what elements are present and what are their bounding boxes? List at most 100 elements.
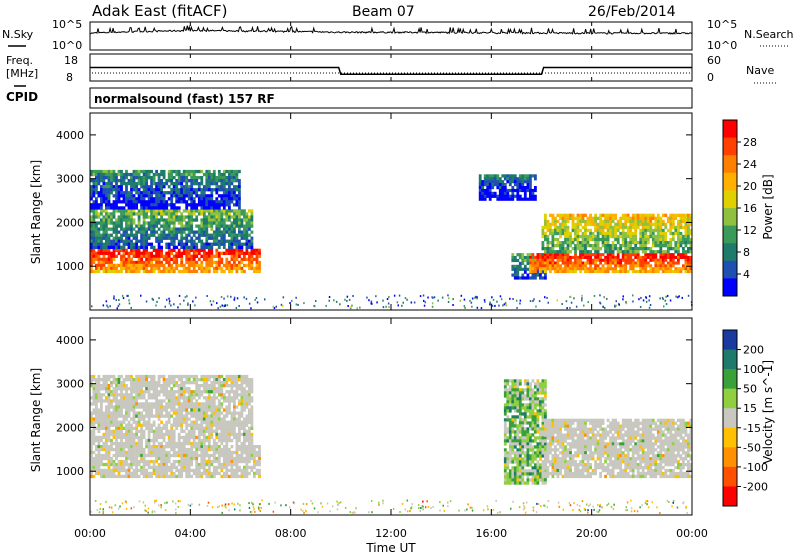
heatmap-cell [107,378,111,382]
heatmap-cell [102,218,106,222]
heatmap-cell [155,230,158,234]
heatmap-cell [102,200,106,204]
heatmap-cell [97,429,101,433]
heatmap-cell [210,179,214,183]
heatmap-cell [649,253,653,257]
heatmap-cell [581,234,585,239]
heatmap-cell [616,264,620,268]
heatmap-cell [398,294,401,297]
heatmap-cell [92,230,96,234]
heatmap-cell [107,471,111,476]
heatmap-cell [127,387,131,391]
heatmap-cell [95,393,98,397]
heatmap-cell [202,468,206,473]
heatmap-cell [130,462,133,467]
heatmap-cell [135,459,138,464]
heatmap-cell [142,459,146,464]
nsearch-label: N.Search [744,28,794,41]
heatmap-cell [614,228,617,233]
heatmap-cell [589,261,592,265]
heatmap-cell [235,194,239,198]
heatmap-cell [175,453,179,458]
heatmap-cell [97,245,101,249]
heatmap-cell [90,197,93,201]
heatmap-cell [245,445,249,449]
heatmap-cell [594,237,597,242]
y-tick-label: 2000 [56,216,84,229]
heatmap-cell [240,242,244,246]
heatmap-cell [147,203,151,207]
heatmap-cell [187,405,191,409]
heatmap-cell [217,233,221,237]
heatmap-cell [162,212,166,216]
heatmap-cell [516,307,518,309]
heatmap-cell [152,191,156,195]
heatmap-cell [596,250,600,254]
heatmap-cell [155,263,158,268]
heatmap-cell [155,468,158,473]
heatmap-cell [566,264,570,268]
heatmap-cell [170,405,174,409]
heatmap-cell [165,393,169,397]
heatmap-cell [687,258,690,262]
heatmap-cell [167,381,171,385]
heatmap-cell [142,462,146,467]
heatmap-cell [388,306,390,308]
heatmap-cell [217,420,221,424]
heatmap-cell [521,177,525,181]
heatmap-cell [160,462,163,467]
heatmap-cell [574,253,577,257]
heatmap-cell [230,236,234,240]
heatmap-cell [220,426,224,430]
heatmap-cell [529,177,532,181]
heatmap-cell [503,194,507,198]
heatmap-cell [654,216,658,220]
heatmap-cell [185,185,189,189]
heatmap-cell [245,233,249,237]
heatmap-cell [611,234,615,239]
heatmap-cell [125,257,128,261]
heatmap-cell [130,417,133,421]
heatmap-cell [135,405,138,409]
heatmap-cell [625,302,628,305]
heatmap-cell [202,435,206,440]
heatmap-cell [105,456,108,461]
heatmap-cell [165,381,169,385]
heatmap-cell [187,402,191,406]
heatmap-cell [160,218,163,222]
heatmap-cell [152,381,156,385]
heatmap-cell [105,417,108,421]
heatmap-cell [212,300,215,303]
heatmap-cell [130,218,133,222]
heatmap-cell [177,405,181,409]
heatmap-cell [197,239,201,243]
heatmap-cell [639,241,643,245]
heatmap-cell [175,185,179,189]
heatmap-cell [147,387,151,391]
heatmap-cell [230,263,234,268]
heatmap-cell [212,182,216,186]
heatmap-cell [228,266,231,271]
heatmap-cell [651,270,655,274]
station-title: Adak East (fitACF) [92,2,227,20]
heatmap-cell [147,197,151,201]
heatmap-cell [556,264,560,268]
heatmap-cell [147,254,151,258]
heatmap-cell [556,258,560,262]
heatmap-cell [508,183,512,187]
heatmap-cell [187,459,191,464]
heatmap-cell [120,260,123,265]
heatmap-cell [125,182,128,186]
heatmap-cell [235,456,239,461]
heatmap-cell [182,188,186,192]
heatmap-cell [180,426,184,430]
heatmap-cell [113,297,115,300]
heatmap-cell [135,435,138,440]
heatmap-cell [107,254,111,258]
heatmap-cell [92,172,96,177]
heatmap-cell [95,411,98,415]
heatmap-cell [576,247,580,251]
heatmap-cell [127,456,131,461]
heatmap-cell [145,260,148,265]
heatmap-cell [160,465,163,470]
